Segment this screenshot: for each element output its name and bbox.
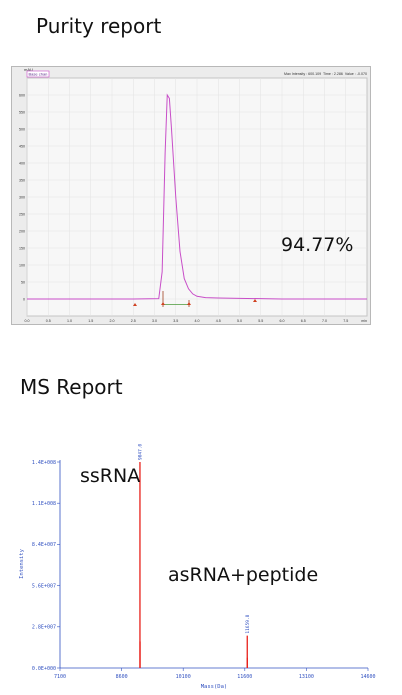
hplc-ylabel: mAU [24,67,33,72]
hplc-y-tick-label: 600 [19,93,25,97]
asrna-peptide-label: asRNA+peptide [168,564,319,586]
ms-x-ticks: 7100 8600 10100 11600 13100 14600 [54,668,376,680]
ms-xlabel: Mass(Da) [201,684,228,690]
hplc-y-tick-label: 0 [23,297,25,301]
ms-y-tick-label: 1.4E+008 [32,460,56,466]
hplc-x-tick-label: 3.0 [152,319,157,323]
ms-y-tick-label: 5.6E+007 [32,583,56,589]
ms-ylabel: Intensity [19,548,25,578]
ms-report-title: MS Report [20,375,123,399]
hplc-x-tick-label: 2.5 [131,319,136,323]
hplc-x-tick-label: 4.0 [195,319,200,323]
ms-peak-label: 9047.0 [137,443,143,460]
ms-x-tick-label: 11600 [237,674,252,680]
ms-x-tick-label: 13100 [299,674,314,680]
hplc-x-tick-label: 5.0 [237,319,242,323]
ms-y-tick-label: 8.4E+007 [32,542,56,548]
hplc-y-tick-label: 100 [19,263,25,267]
ms-chart: 0.0E+000 2.8E+007 5.6E+007 8.4E+007 1.1E+008… [19,443,376,690]
hplc-baseline-markers [133,291,257,307]
hplc-trace [27,93,367,300]
ms-y-tick-label: 0.0E+000 [32,666,56,672]
hplc-y-tick-label: 350 [19,178,25,182]
hplc-grid [26,78,367,316]
hplc-x-tick-label: 0.5 [46,319,51,323]
ms-peak-label: 11659.8 [245,614,251,633]
hplc-y-tick-label: 150 [19,246,25,250]
hplc-marker-arrow-4 [253,299,257,302]
hplc-marker-arrow-2 [161,302,165,305]
hplc-x-tick-label: 2.0 [110,319,115,323]
ms-peaks: 9047.0 11659.8 [137,443,251,668]
hplc-y-tick-label: 400 [19,161,25,165]
ms-x-tick-label: 10100 [176,674,191,680]
hplc-marker-arrow-3 [187,302,191,305]
hplc-chart: 0 50 100 150 200 250 300 350 400 450 500 550 600 0.0… [11,66,371,325]
hplc-legend-tag: Base chan [29,72,48,77]
ms-x-tick-label: 7100 [54,674,66,680]
hplc-y-tick-label: 50 [21,280,25,284]
ssrna-label: ssRNA [80,465,141,487]
hplc-x-tick-label: 5.5 [258,319,263,323]
purity-report-title: Purity report [36,14,162,38]
hplc-y-tick-label: 250 [19,212,25,216]
ms-y-tick-label: 1.1E+008 [32,501,56,507]
hplc-x-tick-label: 1.0 [67,319,72,323]
hplc-y-ticks: 0 50 100 150 200 250 300 350 400 450 500 550 600 [19,93,25,301]
hplc-y-tick-label: 550 [19,110,25,114]
hplc-x-tick-label: 4.5 [216,319,221,323]
ms-y-ticks: 0.0E+000 2.8E+007 5.6E+007 8.4E+007 1.1E+008… [32,460,60,672]
hplc-x-ticks: 0.0 0.5 1.0 1.5 2.0 2.5 3.0 3.5 4.0 4.5 5.0 5.5 6.0 6… [25,319,349,323]
hplc-info: Max Intensity : 600.109 Time : 2.286 Val… [284,72,367,76]
hplc-x-tick-label: 6.5 [301,319,306,323]
hplc-x-tick-label: 1.5 [88,319,93,323]
hplc-y-tick-label: 500 [19,127,25,131]
ms-x-tick-label: 14600 [360,674,375,680]
hplc-x-tick-label: 7.0 [322,319,327,323]
hplc-y-tick-label: 450 [19,144,25,148]
hplc-x-tick-label: 3.5 [173,319,178,323]
hplc-x-tick-label: 7.5 [343,319,348,323]
hplc-legend-box [26,70,50,78]
hplc-x-tick-label: 0.0 [25,319,30,323]
hplc-xlabel: min [361,319,367,323]
purity-value: 94.77% [281,234,354,256]
hplc-x-tick-label: 6.0 [280,319,285,323]
ms-x-tick-label: 8600 [116,674,128,680]
hplc-y-tick-label: 200 [19,229,25,233]
hplc-marker-arrow-1 [133,303,137,306]
ms-y-tick-label: 2.8E+007 [32,625,56,631]
hplc-y-tick-label: 300 [19,195,25,199]
